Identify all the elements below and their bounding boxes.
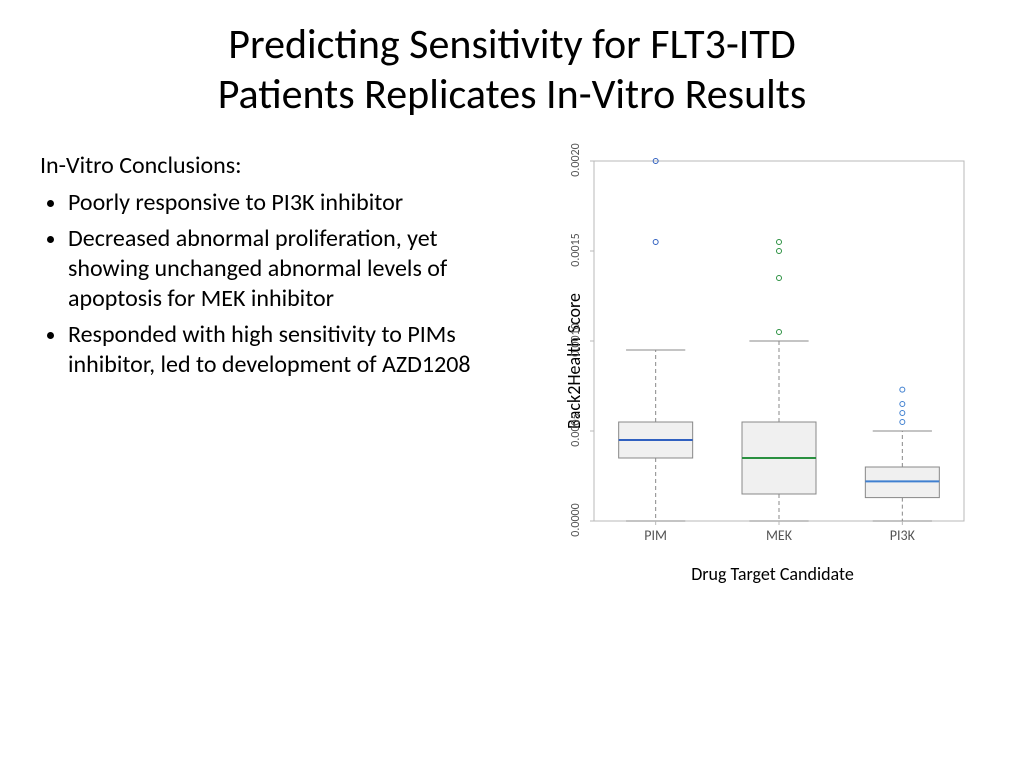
title-line-1: Predicting Sensitivity for FLT3-ITD <box>228 19 795 70</box>
x-axis-label: Drug Target Candidate <box>691 563 854 585</box>
content-row: In-Vitro Conclusions: Poorly responsive … <box>40 151 984 571</box>
boxplot-svg <box>584 151 974 551</box>
y-tick-label: 0.0020 <box>569 140 583 180</box>
y-tick-label: 0.0005 <box>569 410 583 450</box>
left-column: In-Vitro Conclusions: Poorly responsive … <box>40 151 494 571</box>
conclusions-list: Poorly responsive to PI3K inhibitor Decr… <box>40 188 484 380</box>
y-axis-label: Back2Health Score <box>563 293 585 429</box>
list-item: Decreased abnormal proliferation, yet sh… <box>68 224 484 314</box>
list-item: Responded with high sensitivity to PIMs … <box>68 320 484 380</box>
y-tick-label: 0.0000 <box>569 500 583 540</box>
right-column: Back2Health Score Drug Target Candidate … <box>514 151 984 571</box>
y-tick-label: 0.0015 <box>569 230 583 270</box>
x-tick-label: MEK <box>739 527 819 544</box>
conclusions-heading: In-Vitro Conclusions: <box>40 151 484 180</box>
y-tick-label: 0.0010 <box>569 320 583 360</box>
list-item: Poorly responsive to PI3K inhibitor <box>68 188 484 218</box>
boxplot-chart: Back2Health Score Drug Target Candidate … <box>514 151 984 571</box>
x-tick-label: PIM <box>616 527 696 544</box>
x-tick-label: PI3K <box>862 527 942 544</box>
page-title: Predicting Sensitivity for FLT3-ITD Pati… <box>40 20 984 121</box>
title-line-2: Patients Replicates In-Vitro Results <box>218 69 807 120</box>
